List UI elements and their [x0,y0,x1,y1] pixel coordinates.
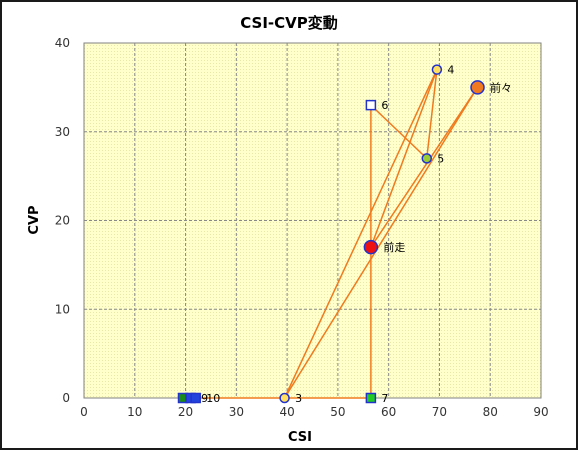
point-label: 3 [295,392,302,405]
point-label: 4 [447,64,454,77]
point-label: 前々 [490,80,512,94]
point-marker [470,80,485,95]
y-tick-label: 40 [55,36,70,50]
x-tick-label: 90 [533,405,548,419]
point-marker [365,392,377,404]
y-tick-label: 20 [55,214,70,228]
point-marker [190,392,201,404]
point-label: 7 [381,392,388,405]
x-tick-label: 60 [381,405,396,419]
x-tick-label: 0 [80,405,88,419]
x-tick-label: 70 [432,405,447,419]
x-tick-label: 80 [483,405,498,419]
point-marker [365,99,377,111]
connection-line [370,69,438,248]
point-marker [363,239,379,255]
x-tick-label: 40 [279,405,294,419]
point-label: 10 [206,392,220,405]
connection-line [370,104,428,159]
y-tick-label: 30 [55,125,70,139]
x-tick-label: 10 [127,405,142,419]
connection-line [370,86,479,248]
point-label: 5 [437,152,444,165]
connection-line [283,86,479,399]
point-marker [421,153,432,164]
chart-title: CSI-CVP変動 [240,14,338,32]
x-tick-label: 20 [178,405,193,419]
point-marker [431,64,443,75]
x-tick-label: 50 [330,405,345,419]
y-tick-label: 0 [62,391,70,405]
point-marker [279,392,290,404]
connection-line [283,69,438,399]
point-label: 9 [201,392,208,405]
x-tick-label: 30 [229,405,244,419]
point-label: 前走 [383,240,405,254]
connection-line [426,69,438,159]
y-tick-label: 10 [55,302,70,316]
x-axis-label: CSI [288,430,312,445]
point-label: 6 [381,99,388,112]
y-axis-label: CVP [27,205,42,234]
